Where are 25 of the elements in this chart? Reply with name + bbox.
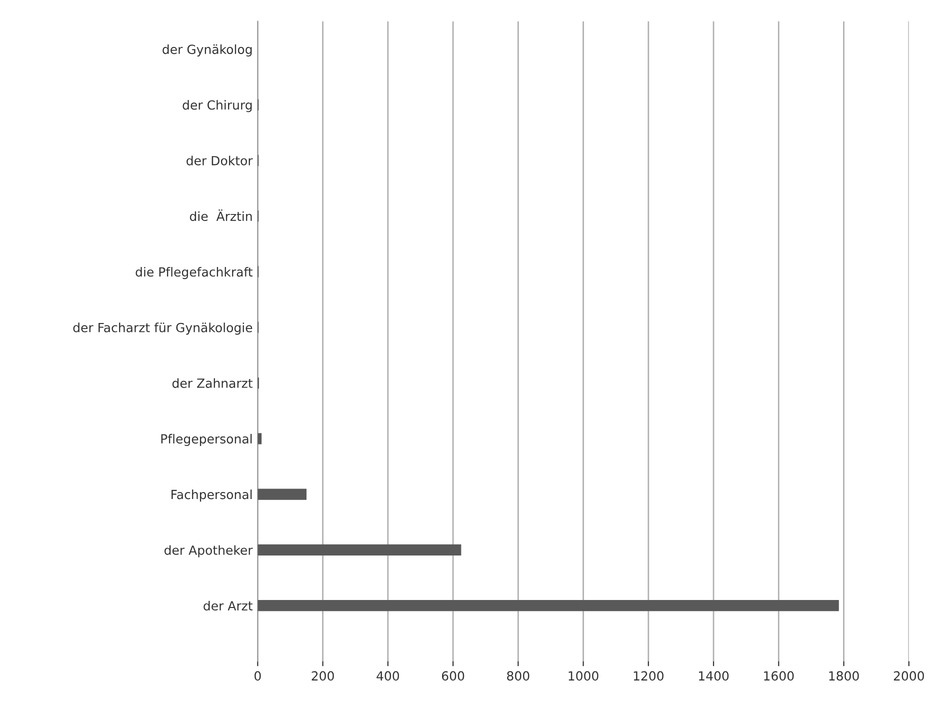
bar xyxy=(258,544,462,556)
y-tick-label: der Arzt xyxy=(204,600,253,611)
y-tick-label: die Ärztin xyxy=(190,209,252,222)
x-tick-label: 1800 xyxy=(829,671,859,681)
x-tick-label: 0 xyxy=(254,671,261,681)
y-tick-label: der Zahnarzt xyxy=(172,378,253,388)
bar xyxy=(258,600,839,612)
y-tick-label: der Gynäkolog xyxy=(162,44,252,56)
x-tick-label: 1200 xyxy=(634,671,664,681)
x-tick-label: 200 xyxy=(312,671,334,681)
y-tick-label: der Facharzt für Gynäkologie xyxy=(73,322,252,335)
y-tick-label: der Apotheker xyxy=(164,545,253,558)
x-tick-label: 1400 xyxy=(698,671,729,681)
x-tick-label: 400 xyxy=(376,671,400,681)
x-tick-label: 800 xyxy=(507,671,530,681)
x-tick-label: 1600 xyxy=(764,671,794,681)
y-tick-label: der Doktor xyxy=(186,156,253,166)
x-tick-label: 600 xyxy=(442,671,464,681)
y-tick-label: die Pflegefachkraft xyxy=(136,266,253,280)
x-tick-label: 1000 xyxy=(568,671,598,681)
bar xyxy=(258,488,307,500)
y-tick-label: Fachpersonal xyxy=(172,490,252,502)
y-tick-label: der Chirurg xyxy=(182,100,252,112)
x-tick-label: 2000 xyxy=(894,671,924,681)
y-tick-label: Pflegepersonal xyxy=(161,434,252,446)
